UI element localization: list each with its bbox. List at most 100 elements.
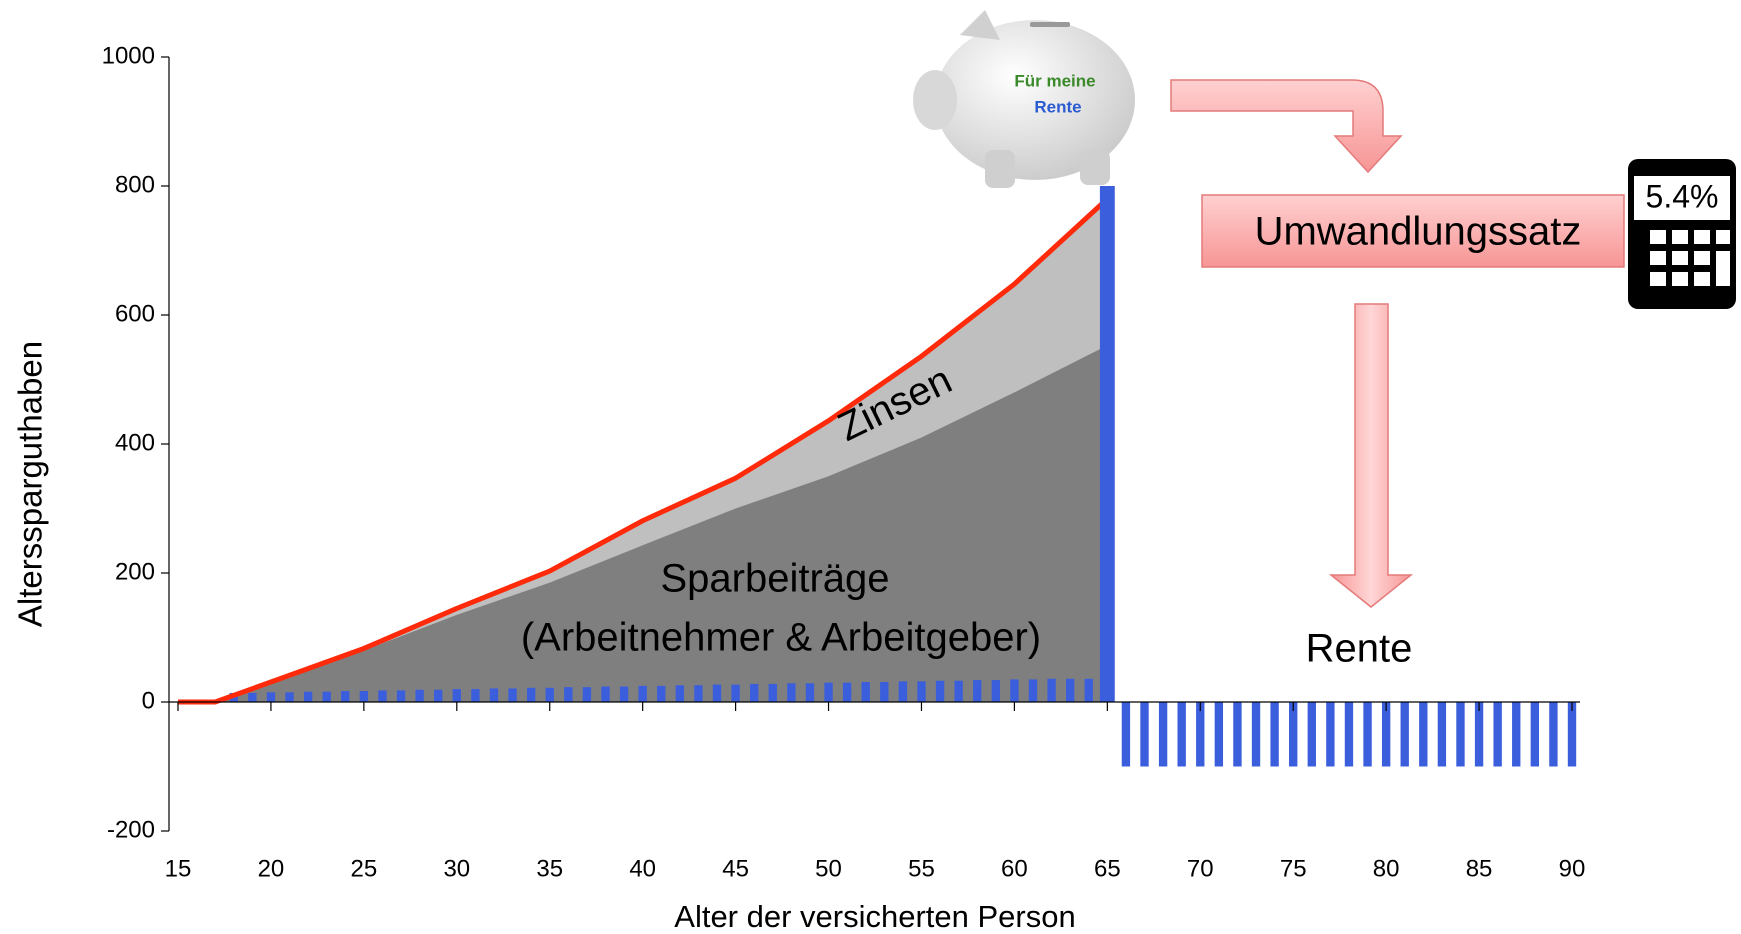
bar (564, 687, 573, 702)
y-tick-label: 200 (115, 558, 155, 585)
y-tick-label: 600 (115, 300, 155, 327)
bar (898, 681, 908, 702)
bar (619, 686, 629, 702)
savings-sublabel: (Arbeitnehmer & Arbeitgeber) (521, 616, 1041, 660)
bar (1047, 678, 1056, 702)
bar (434, 689, 443, 702)
y-tick-label: -200 (107, 816, 155, 843)
bar (452, 689, 461, 702)
bar (805, 683, 815, 702)
x-tick-label: 30 (443, 855, 470, 882)
bar (1530, 702, 1540, 767)
y-tick-label: 800 (115, 171, 155, 198)
bar (731, 684, 740, 702)
bar (1400, 702, 1409, 767)
bar (1549, 702, 1558, 767)
bar (861, 682, 870, 702)
arrow (1328, 303, 1414, 608)
x-tick-label: 60 (1001, 855, 1028, 882)
bar (1214, 702, 1224, 767)
bar (1493, 702, 1502, 767)
y-tick-label: 400 (115, 429, 155, 456)
bar (1437, 702, 1447, 767)
bar (973, 680, 982, 702)
bar (1251, 702, 1261, 767)
bar (675, 685, 685, 702)
bar (1177, 702, 1186, 767)
x-tick-label: 15 (165, 855, 192, 882)
bar (359, 691, 369, 702)
x-tick-label: 75 (1280, 855, 1307, 882)
bar (1289, 702, 1298, 767)
bar (545, 687, 554, 702)
bar (917, 681, 926, 702)
bar (489, 688, 499, 702)
calculator (1628, 159, 1736, 309)
plot-area: -200 0 200 400 600 800 1000 15 20 25 30 35 40 45 50 55 6… (12, 42, 1586, 934)
rate-label: 5.4% (1646, 178, 1719, 214)
line (178, 197, 1110, 705)
x-tick-label: 85 (1466, 855, 1493, 882)
arrow (1170, 79, 1403, 174)
bar (582, 687, 592, 702)
x-tick-label: 50 (815, 855, 842, 882)
bar (1065, 678, 1075, 702)
savings-label: Sparbeiträge (660, 557, 889, 601)
conversion-box (1201, 194, 1625, 268)
bar (1456, 702, 1465, 767)
x-axis-title: Alter der versicherten Person (674, 899, 1075, 934)
bar (750, 683, 759, 702)
x-tick-label: 80 (1373, 855, 1400, 882)
x-tick-label: 70 (1187, 855, 1214, 882)
bar (694, 685, 703, 702)
bar (1326, 702, 1335, 767)
bar (415, 689, 424, 702)
bar (1381, 702, 1391, 767)
bar (1028, 679, 1038, 702)
x-tick-label: 45 (722, 855, 749, 882)
bar (1419, 702, 1428, 767)
bar (991, 680, 1000, 702)
bar (1084, 678, 1093, 702)
bar (303, 691, 313, 702)
pension-label: Rente (1306, 627, 1413, 671)
bar (1196, 702, 1205, 767)
piggy-bank (913, 10, 1135, 188)
bar (396, 690, 406, 702)
x-tick-label: 55 (908, 855, 935, 882)
bar (526, 687, 536, 702)
bar (1363, 702, 1372, 767)
bar (471, 689, 480, 702)
piggy-text: Rente (1034, 97, 1081, 116)
x-tick-label: 90 (1559, 855, 1586, 882)
bar (880, 682, 889, 702)
bar (378, 690, 387, 702)
x-tick-label: 35 (536, 855, 563, 882)
bar (1121, 702, 1131, 767)
bar (1158, 702, 1168, 767)
bar (954, 680, 963, 702)
bar (638, 685, 647, 702)
bar (1140, 702, 1149, 767)
bar (787, 683, 796, 702)
bar (1474, 702, 1484, 767)
bar (285, 692, 294, 702)
bar (1344, 702, 1354, 767)
bar (601, 686, 610, 702)
bar (1567, 702, 1577, 767)
x-tick-label: 40 (629, 855, 656, 882)
bar (322, 691, 331, 702)
bar (768, 683, 777, 702)
conversion-label: Umwandlungssatz (1255, 210, 1582, 254)
bar (1307, 702, 1316, 767)
bar (248, 692, 257, 702)
bar (842, 682, 852, 702)
bar (1270, 702, 1279, 767)
bar (1233, 702, 1242, 767)
bar (657, 685, 666, 702)
bar (1010, 679, 1019, 702)
area (178, 345, 1108, 702)
y-axis-title: Alterssparguthaben (12, 341, 49, 627)
